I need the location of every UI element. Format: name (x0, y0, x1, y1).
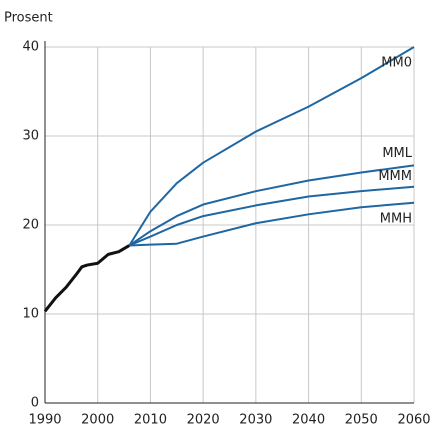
y-tick-label: 40 (22, 40, 39, 55)
line (43, 244, 131, 313)
line (129, 201, 415, 247)
x-tick-label: 2060 (397, 413, 430, 428)
y-tick-label: 10 (22, 307, 39, 322)
x-tick-label: 2050 (345, 413, 378, 428)
y-tick-label: 30 (22, 129, 39, 144)
series-label: MMH (380, 211, 412, 226)
series-label: MMM (378, 169, 412, 184)
series-label: MM0 (381, 56, 412, 71)
x-tick-label: 2030 (239, 413, 272, 428)
line (128, 164, 415, 247)
x-tick-label: 1990 (28, 413, 61, 428)
x-tick-label: 2020 (187, 413, 220, 428)
line (128, 46, 415, 246)
x-tick-label: 2040 (292, 413, 325, 428)
line (128, 185, 415, 247)
y-axis-label: Prosent (4, 11, 53, 26)
y-tick-label: 20 (22, 218, 39, 233)
y-tick-label: 0 (31, 396, 39, 411)
series-label: MML (382, 146, 412, 161)
x-tick-label: 2000 (81, 413, 114, 428)
x-tick-label: 2010 (134, 413, 167, 428)
